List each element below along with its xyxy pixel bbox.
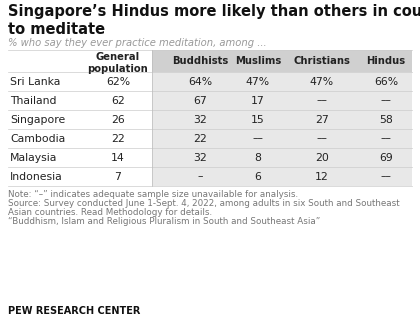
Text: ––: –– [317,134,328,144]
Text: ––: –– [317,96,328,106]
Text: 17: 17 [251,96,265,106]
Text: 66%: 66% [374,77,398,87]
Text: 26: 26 [111,115,125,125]
Text: Muslims: Muslims [235,56,281,66]
Text: General
population: General population [88,52,148,74]
Text: Thailand: Thailand [10,96,57,106]
Text: Note: “–” indicates adequate sample size unavailable for analysis.: Note: “–” indicates adequate sample size… [8,190,298,199]
Text: –: – [197,172,203,182]
Text: 6: 6 [255,172,261,182]
Text: 15: 15 [251,115,265,125]
Text: 20: 20 [315,153,329,163]
Text: 7: 7 [115,172,121,182]
Text: 64%: 64% [188,77,212,87]
Text: 22: 22 [193,134,207,144]
Text: 32: 32 [193,115,207,125]
Text: 62%: 62% [106,77,130,87]
Text: Source: Survey conducted June 1-Sept. 4, 2022, among adults in six South and Sou: Source: Survey conducted June 1-Sept. 4,… [8,199,399,208]
Text: 8: 8 [255,153,261,163]
Text: 27: 27 [315,115,329,125]
Text: 32: 32 [193,153,207,163]
Text: 69: 69 [379,153,393,163]
Text: 47%: 47% [310,77,334,87]
Text: 62: 62 [111,96,125,106]
Text: 67: 67 [193,96,207,106]
Text: Christians: Christians [294,56,350,66]
Text: Sri Lanka: Sri Lanka [10,77,60,87]
Text: Buddhists: Buddhists [172,56,228,66]
Bar [152,50,412,72]
Bar [152,50,412,186]
Text: ––: –– [252,134,263,144]
Text: Malaysia: Malaysia [10,153,58,163]
Text: 14: 14 [111,153,125,163]
Text: ––: –– [381,172,391,182]
Text: Indonesia: Indonesia [10,172,63,182]
Text: 22: 22 [111,134,125,144]
Text: Singapore: Singapore [10,115,65,125]
Text: “Buddhism, Islam and Religious Pluralism in South and Southeast Asia”: “Buddhism, Islam and Religious Pluralism… [8,217,320,226]
Text: ––: –– [381,96,391,106]
Text: PEW RESEARCH CENTER: PEW RESEARCH CENTER [8,306,140,316]
Text: % who say they ever practice meditation, among ...: % who say they ever practice meditation,… [8,38,267,48]
Text: Cambodia: Cambodia [10,134,65,144]
Text: 47%: 47% [246,77,270,87]
Text: ––: –– [381,134,391,144]
Text: 58: 58 [379,115,393,125]
Text: 12: 12 [315,172,329,182]
Text: Singapore’s Hindus more likely than others in country
to meditate: Singapore’s Hindus more likely than othe… [8,4,420,37]
Text: Hindus: Hindus [366,56,406,66]
Text: Asian countries. Read Methodology for details.: Asian countries. Read Methodology for de… [8,208,212,217]
